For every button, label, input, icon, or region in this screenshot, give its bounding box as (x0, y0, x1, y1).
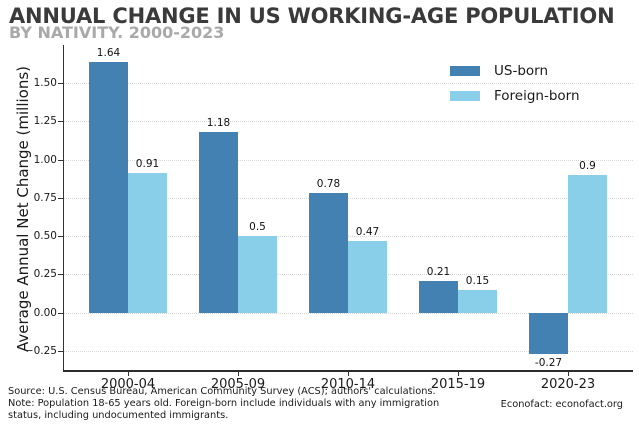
legend-item-foreign-born: Foreign-born (450, 83, 580, 108)
legend-item-us-born: US-born (450, 58, 580, 83)
bar-value-label: 0.78 (316, 178, 341, 191)
bar-us-born-2010-14 (309, 193, 348, 313)
y-tick-label: 0.75 (33, 191, 57, 204)
bar-foreign-born-2000-04 (128, 173, 167, 313)
x-tick-mark (128, 372, 129, 376)
chart-subtitle: BY NATIVITY. 2000-2023 (9, 23, 225, 42)
gridline (64, 121, 633, 123)
y-tick-label: 0.25 (33, 268, 57, 281)
bar-value-label: 0.15 (465, 274, 490, 287)
legend: US-born Foreign-born (450, 58, 580, 108)
y-tick-mark (58, 274, 63, 276)
bar-value-label: -0.27 (534, 356, 563, 369)
note-line-1: Note: Population 18-65 years old. Foreig… (8, 398, 440, 409)
bar-foreign-born-2010-14 (348, 240, 387, 313)
gridline (64, 236, 633, 238)
bar-us-born-2020-23 (529, 312, 568, 354)
x-tick-mark (458, 372, 459, 376)
y-tick-mark (58, 236, 63, 238)
y-tick-label: 1.25 (33, 115, 57, 128)
gridline (64, 83, 633, 85)
legend-label-us-born: US-born (494, 62, 549, 79)
econofact-credit: Econofact: econofact.org (500, 399, 623, 410)
x-tick-mark (568, 372, 569, 376)
bar-value-label: 0.91 (135, 158, 160, 171)
bar-value-label: 0.5 (249, 221, 266, 234)
x-tick-label: 2015-19 (430, 377, 486, 392)
gridline (64, 159, 633, 161)
bar-us-born-2015-19 (419, 280, 458, 313)
chart-title: ANNUAL CHANGE IN US WORKING-AGE POPULATI… (9, 4, 615, 28)
bar-value-label: 0.47 (355, 225, 380, 238)
y-tick-label: 1.50 (33, 77, 57, 90)
bar-value-label: 0.9 (579, 160, 596, 172)
bar-us-born-2005-09 (199, 132, 238, 313)
x-tick-mark (238, 372, 239, 376)
gridline (64, 197, 633, 199)
bar-us-born-2000-04 (89, 61, 128, 313)
x-tick-label: 2010-14 (320, 377, 376, 392)
legend-swatch-foreign-born (450, 90, 480, 101)
bar-foreign-born-2005-09 (238, 236, 277, 313)
y-tick-label: 0.00 (33, 306, 57, 319)
x-tick-label: 2005-09 (210, 377, 266, 392)
gridline (64, 350, 633, 352)
bar-value-label: 1.64 (96, 46, 121, 59)
gridline (64, 312, 633, 314)
y-tick-label: 0.50 (33, 230, 57, 243)
source-note: Source: U.S. Census Bureau, American Com… (8, 386, 436, 397)
x-tick-label: 2000-04 (100, 377, 156, 392)
x-tick-mark (348, 372, 349, 376)
bar-value-label: 1.18 (206, 117, 231, 130)
y-tick-mark (58, 312, 63, 314)
x-tick-label: 2020-23 (540, 377, 596, 392)
y-tick-mark (58, 121, 63, 123)
bar-value-label: 0.21 (426, 265, 451, 278)
y-tick-label: −0.25 (24, 344, 57, 357)
y-tick-mark (58, 197, 63, 199)
y-tick-label: 1.00 (33, 153, 57, 166)
bar-foreign-born-2020-23 (568, 175, 607, 313)
y-tick-mark (58, 83, 63, 85)
note-line-2: status, including undocumented immigrant… (8, 410, 229, 421)
y-tick-mark (58, 159, 63, 161)
legend-swatch-us-born (450, 65, 480, 76)
bar-foreign-born-2015-19 (458, 289, 497, 313)
plot-area: 1.50 1.25 1.00 0.75 0.50 0.25 0.00 −0.25 2000-04… (25, 45, 633, 392)
legend-label-foreign-born: Foreign-born (494, 87, 580, 104)
y-tick-mark (58, 350, 63, 352)
